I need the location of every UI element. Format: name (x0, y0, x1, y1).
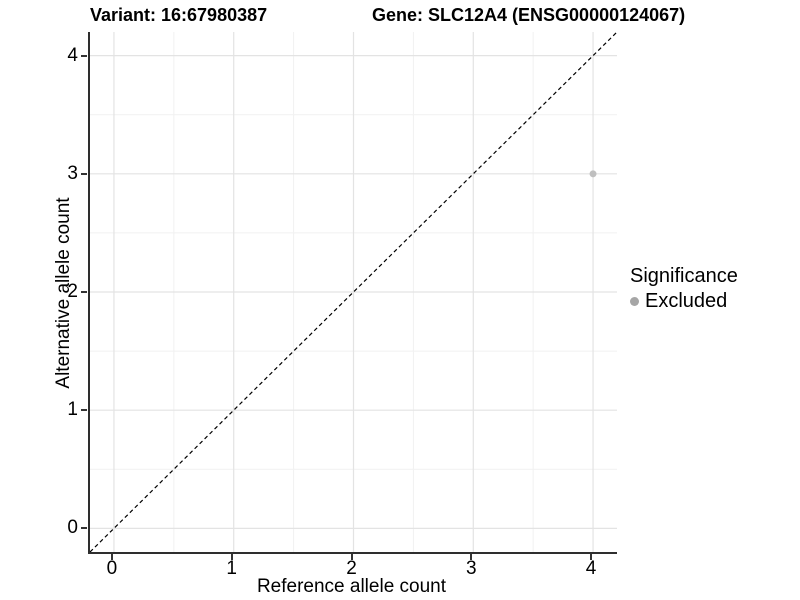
plot-svg (90, 32, 617, 552)
variant-title: Variant: 16:67980387 (90, 5, 268, 25)
legend: Significance Excluded (630, 264, 738, 313)
x-axis-title: Reference allele count (256, 576, 447, 597)
x-tick-label: 3 (465, 558, 477, 579)
data-point (589, 170, 597, 178)
x-tick-label: 1 (226, 558, 237, 579)
excluded-dot-icon (630, 296, 639, 306)
x-tick-mark (590, 554, 593, 560)
y-tick-label: 2 (67, 281, 78, 302)
x-tick-label: 2 (346, 558, 357, 579)
x-tick-mark (470, 554, 473, 560)
y-axis-title: Alternative allele count (53, 197, 74, 389)
plot-panel (88, 32, 617, 554)
y-tick-label: 4 (67, 44, 78, 66)
y-tick-label: 1 (67, 399, 78, 421)
legend-item-excluded: Excluded (630, 289, 738, 313)
x-tick-mark (350, 554, 353, 560)
y-tick-mark (81, 291, 87, 293)
x-tick-mark (110, 554, 113, 560)
gene-title: Gene: SLC12A4 (ENSG00000124067) (372, 5, 686, 25)
y-tick-label: 3 (67, 162, 78, 184)
y-tick-mark (81, 172, 87, 175)
legend-item-label: Excluded (645, 290, 728, 312)
x-tick-label: 4 (585, 558, 597, 579)
y-tick-mark (81, 409, 87, 412)
identity-reference-line (90, 32, 617, 552)
y-tick-mark (81, 527, 87, 530)
y-tick-label: 0 (67, 517, 78, 539)
legend-title: Significance (630, 265, 738, 287)
x-tick-mark (230, 554, 233, 560)
x-tick-label: 0 (106, 558, 118, 579)
y-tick-mark (81, 54, 87, 57)
